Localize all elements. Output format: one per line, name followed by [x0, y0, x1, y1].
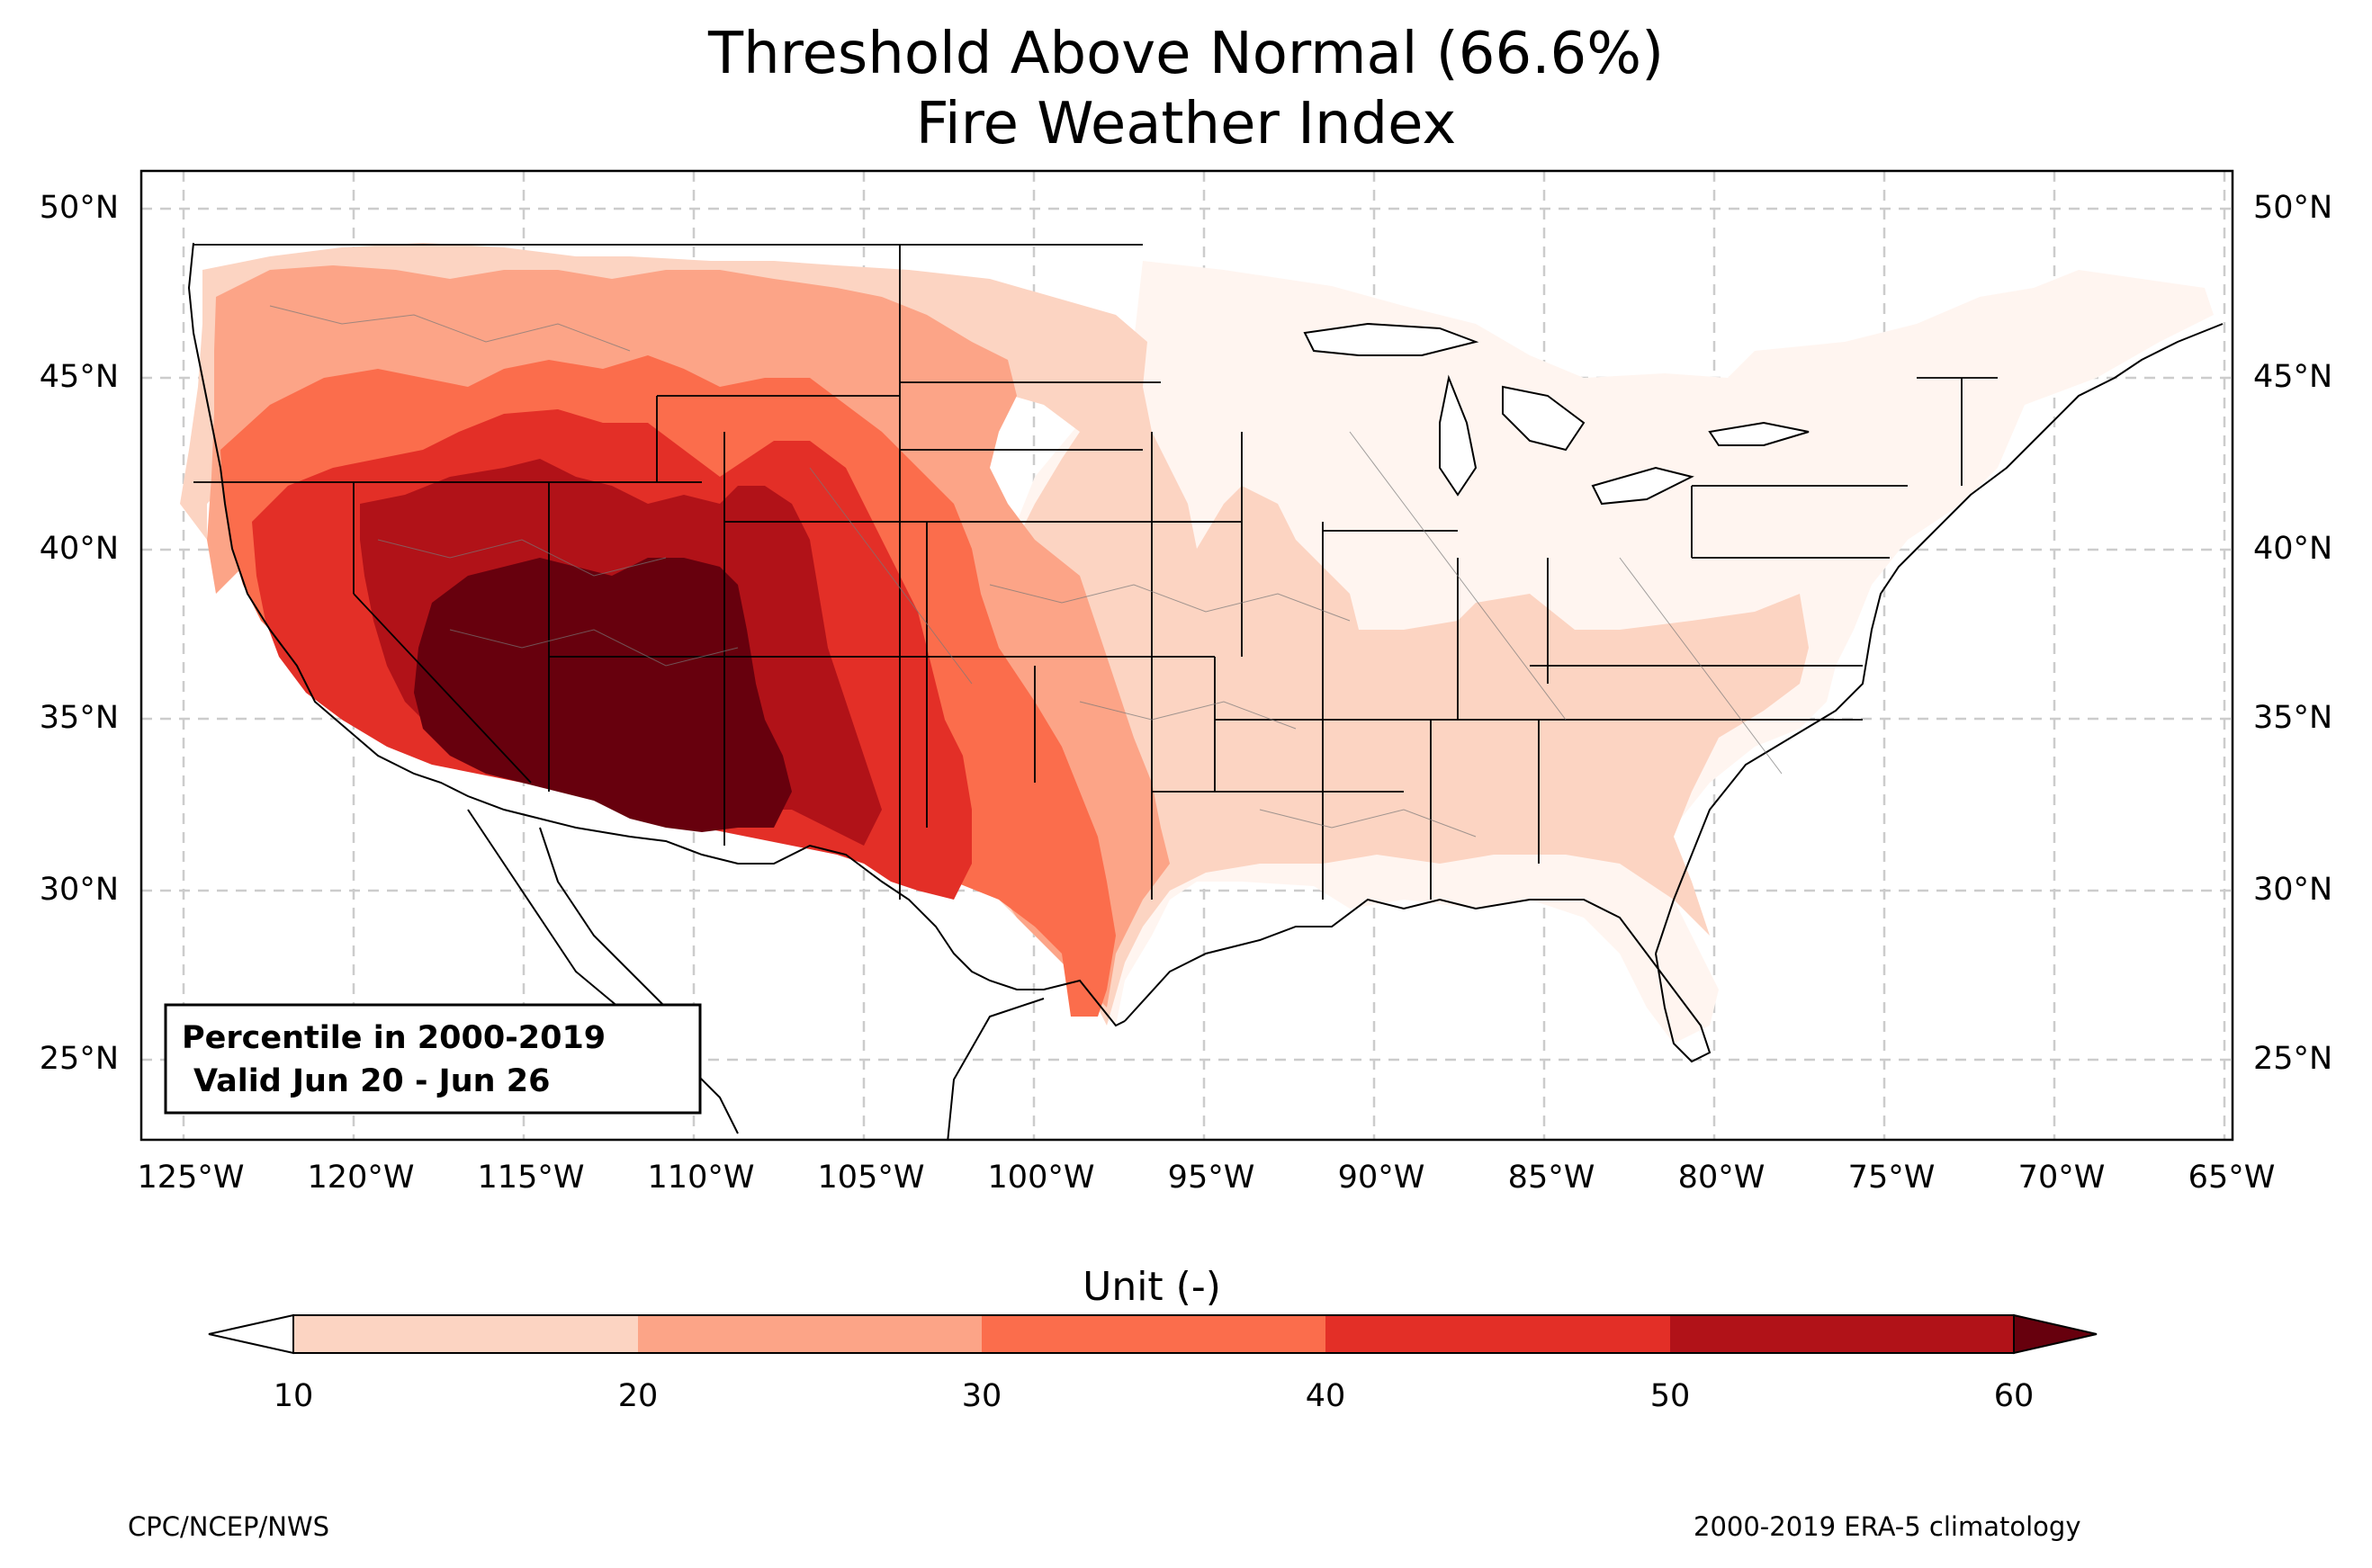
colorbar: 10 20 30 40 50 60 [208, 1313, 2098, 1414]
info-box-line2: Valid Jun 20 - Jun 26 [193, 1063, 550, 1099]
lat-ticks-left: 50°N 45°N 40°N 35°N 30°N 25°N [40, 190, 119, 1077]
colorbar-segment [1325, 1315, 1670, 1353]
lat-tick-label: 50°N [2253, 190, 2332, 226]
lat-tick-label: 35°N [2253, 700, 2332, 736]
lon-tick-label: 115°W [478, 1160, 585, 1196]
lon-tick-label: 85°W [1508, 1160, 1595, 1196]
colorbar-tick-label: 10 [274, 1378, 314, 1414]
colorbar-segment [293, 1315, 638, 1353]
coastlines [187, 242, 2224, 1140]
lat-tick-label: 30°N [40, 872, 119, 908]
map-subtitle: Fire Weather Index [915, 91, 1457, 157]
contour-above-60 [414, 558, 792, 832]
state-borders [193, 244, 1998, 900]
map-title: Threshold Above Normal (66.6%) [707, 21, 1665, 87]
county-lines [269, 305, 1783, 838]
colorbar-tick-label: 20 [618, 1378, 659, 1414]
lon-tick-label: 80°W [1678, 1160, 1766, 1196]
lon-tick-label: 90°W [1338, 1160, 1425, 1196]
info-box: Percentile in 2000-2019 Valid Jun 20 - J… [164, 1003, 702, 1115]
lat-tick-label: 30°N [2253, 872, 2332, 908]
lon-tick-label: 110°W [648, 1160, 755, 1196]
map-plot-area [141, 171, 2233, 1140]
footer-credit: CPC/NCEP/NWS [128, 1511, 330, 1542]
lat-tick-label: 35°N [40, 700, 119, 736]
great-lakes [1303, 322, 1810, 506]
map-frame [139, 169, 2234, 1142]
lon-tick-label: 125°W [138, 1160, 245, 1196]
colorbar-outline [292, 1314, 2015, 1354]
lat-tick-label: 25°N [2253, 1041, 2332, 1077]
lat-tick-label: 40°N [2253, 531, 2332, 567]
colorbar-segment [982, 1315, 1325, 1353]
lon-tick-label: 100°W [988, 1160, 1095, 1196]
lon-tick-label: 105°W [818, 1160, 925, 1196]
colorbar-tick-label: 60 [1994, 1378, 2035, 1414]
lon-tick-label: 65°W [2188, 1160, 2276, 1196]
lon-tick-label: 120°W [308, 1160, 415, 1196]
footer-climatology: 2000-2019 ERA-5 climatology [1694, 1511, 2081, 1542]
lat-tick-label: 50°N [40, 190, 119, 226]
lat-tick-label: 40°N [40, 531, 119, 567]
lat-tick-label: 45°N [2253, 359, 2332, 395]
colorbar-tick-label: 50 [1650, 1378, 1691, 1414]
lon-tick-label: 75°W [1848, 1160, 1936, 1196]
colorbar-ticks: 10 20 30 40 50 60 [274, 1378, 2035, 1414]
lon-tick-label: 95°W [1168, 1160, 1255, 1196]
lat-tick-label: 25°N [40, 1041, 119, 1077]
lat-tick-label: 45°N [40, 359, 119, 395]
info-box-line1: Percentile in 2000-2019 [182, 1020, 606, 1056]
lon-ticks: 125°W 120°W 115°W 110°W 105°W 100°W 95°W… [138, 1160, 2276, 1196]
lon-tick-label: 70°W [2018, 1160, 2106, 1196]
colorbar-segment [1670, 1315, 2014, 1353]
colorbar-over-arrow [2013, 1313, 2098, 1355]
lat-ticks-right: 50°N 45°N 40°N 35°N 30°N 25°N [2253, 190, 2332, 1077]
colorbar-segment [638, 1315, 982, 1353]
fwi-contours [180, 243, 2214, 1044]
colorbar-tick-label: 40 [1306, 1378, 1346, 1414]
colorbar-label: Unit (-) [1083, 1264, 1221, 1310]
colorbar-under-arrow [208, 1313, 294, 1355]
colorbar-tick-label: 30 [962, 1378, 1002, 1414]
